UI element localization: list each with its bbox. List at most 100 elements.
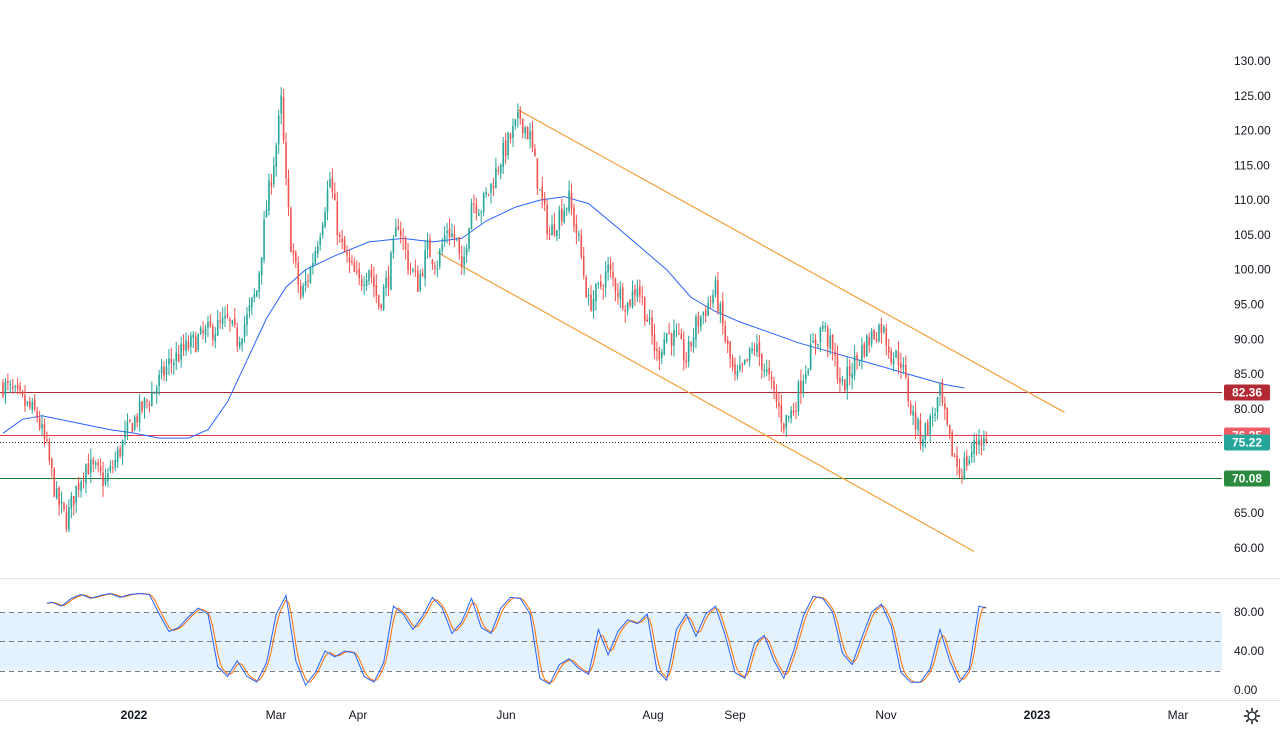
candle-body [499, 165, 502, 174]
candle [402, 227, 404, 251]
candle [907, 374, 910, 408]
candle-body [277, 115, 280, 145]
candle [77, 476, 80, 498]
candle-body [426, 240, 429, 250]
candle [99, 458, 102, 477]
candle-body [909, 403, 912, 414]
candle [92, 457, 95, 472]
candle [690, 341, 692, 352]
candle-body [529, 131, 531, 139]
candle [741, 362, 744, 373]
candle [43, 418, 46, 447]
candle [785, 414, 788, 438]
candle-body [19, 385, 21, 391]
candle [883, 324, 885, 335]
candle [570, 183, 573, 216]
candle-body [360, 279, 363, 287]
candle [704, 305, 707, 323]
time-axis[interactable]: 2022 Mar Apr Jun Aug Sep Nov 2023 Mar [121, 708, 1189, 722]
candle [929, 413, 931, 443]
candle [685, 351, 687, 369]
candle-body [905, 364, 907, 378]
candle-body [282, 96, 285, 141]
candle [714, 275, 717, 298]
candle-body [265, 209, 268, 218]
candle [563, 203, 565, 224]
candle [446, 222, 448, 244]
candle [36, 406, 38, 423]
candle [19, 381, 21, 395]
candle-body [263, 219, 265, 260]
candle-body [434, 265, 436, 268]
candle-body [119, 448, 121, 457]
candle [944, 396, 946, 420]
candle-body [890, 350, 892, 363]
candle-body [753, 349, 756, 351]
candle [443, 226, 446, 247]
candle-body [451, 233, 453, 237]
candle [919, 413, 922, 451]
candle [226, 304, 229, 319]
candle [900, 352, 902, 379]
stochastic-axis[interactable]: 80.00 40.00 0.00 [1234, 605, 1264, 697]
price-badge-label: 82.36 [1232, 386, 1262, 400]
candle-body [33, 399, 36, 410]
candle-body [870, 330, 873, 345]
candle [356, 260, 358, 275]
candle [924, 422, 927, 449]
candle-body [370, 269, 373, 278]
candle-body [243, 324, 246, 338]
candle-body [14, 385, 16, 388]
candle [287, 169, 290, 217]
candle [141, 401, 143, 414]
candle [646, 314, 648, 322]
candle [722, 292, 724, 335]
candle-body [148, 404, 151, 406]
candle-body [563, 210, 565, 223]
candle [814, 333, 817, 355]
candle-body [624, 310, 626, 312]
candle [485, 187, 487, 198]
price-tick-label: 110.00 [1234, 193, 1270, 207]
candle-body [270, 182, 273, 187]
candle-body [792, 410, 795, 414]
candle-body [97, 462, 99, 466]
candle-body [741, 363, 744, 365]
candle-body [68, 506, 70, 530]
candle [82, 472, 85, 489]
candle [482, 191, 485, 217]
candle [138, 393, 141, 432]
candle-body [204, 328, 207, 336]
candle-body [783, 423, 785, 430]
candle [600, 274, 602, 290]
candle-body [51, 458, 53, 469]
price-tick-label: 95.00 [1234, 298, 1264, 312]
candle-body [702, 312, 705, 316]
candle-body [856, 355, 858, 359]
stochastic-k-line [46, 592, 987, 687]
candle [148, 401, 151, 413]
candle [270, 173, 273, 195]
candle [521, 118, 524, 139]
candle-body [9, 383, 12, 385]
candle-body [260, 257, 263, 276]
candle-body [641, 296, 644, 298]
candle-body [907, 378, 910, 402]
candle [241, 337, 243, 352]
candle [31, 398, 34, 414]
candle [155, 384, 158, 405]
settings-gear-icon[interactable] [1243, 707, 1261, 725]
candle [497, 166, 500, 175]
candle-body [682, 339, 685, 361]
price-tick-label: 115.00 [1234, 158, 1270, 172]
candle-body [592, 298, 595, 312]
candle-body [665, 333, 668, 342]
candle [531, 120, 534, 152]
candle-body [385, 277, 387, 288]
candle-body [348, 257, 351, 263]
horizontal-levels [0, 392, 1222, 479]
candle [719, 301, 722, 324]
candle-body [309, 268, 312, 283]
candle [438, 248, 441, 270]
